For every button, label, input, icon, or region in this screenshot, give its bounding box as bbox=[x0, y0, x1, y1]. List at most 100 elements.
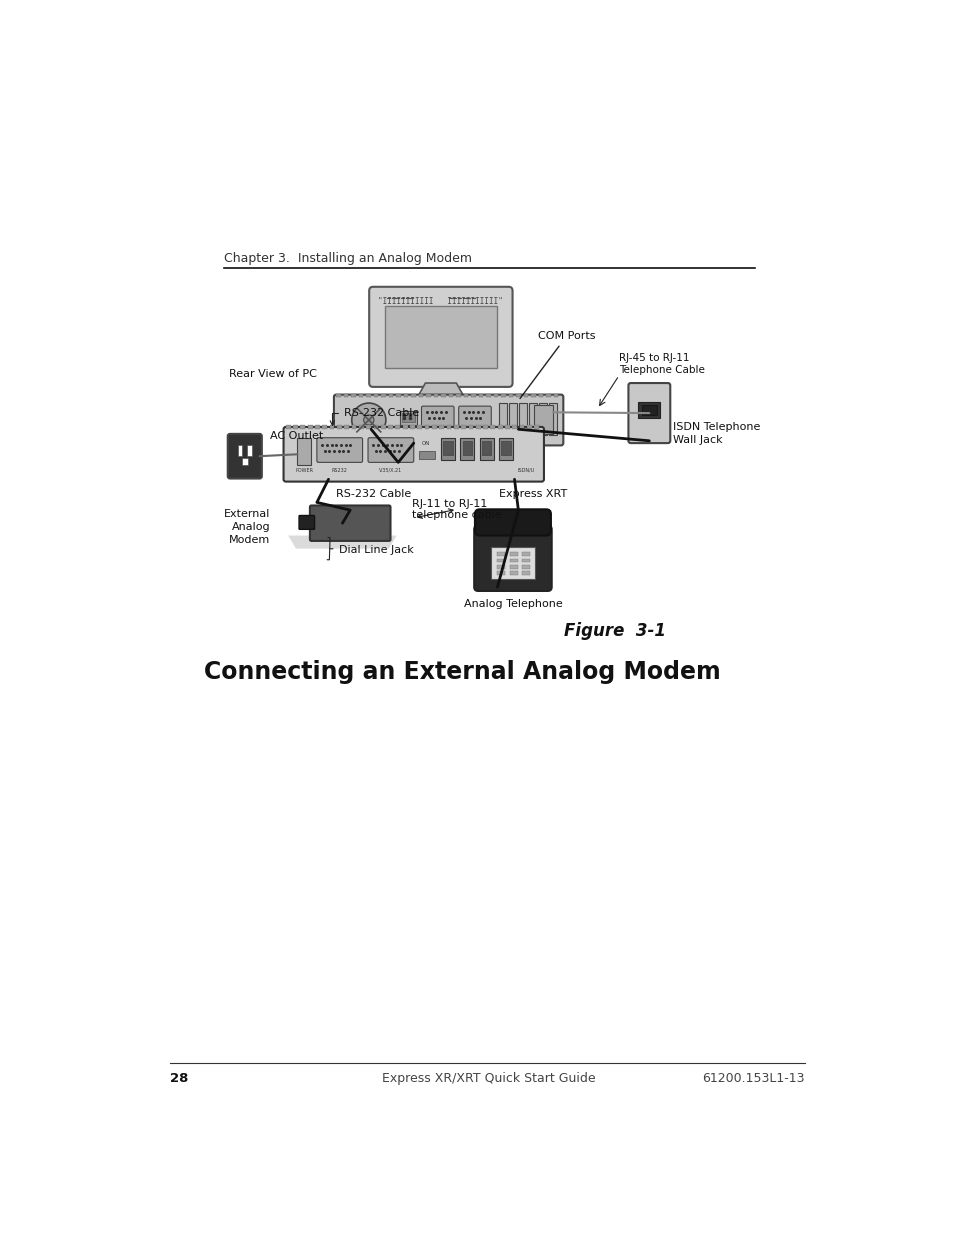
Bar bbox=[351, 394, 355, 396]
Bar bbox=[293, 425, 297, 430]
FancyBboxPatch shape bbox=[369, 287, 512, 387]
Bar bbox=[512, 425, 517, 430]
Text: POWER: POWER bbox=[295, 468, 314, 473]
Bar bbox=[490, 425, 495, 430]
Bar bbox=[638, 403, 659, 417]
Text: Express XRT: Express XRT bbox=[498, 489, 567, 499]
Bar bbox=[247, 446, 252, 456]
Circle shape bbox=[363, 415, 374, 425]
Bar bbox=[322, 425, 327, 430]
Bar bbox=[534, 405, 553, 433]
Bar bbox=[537, 394, 542, 396]
Bar bbox=[516, 394, 520, 396]
Bar bbox=[410, 425, 415, 430]
Bar bbox=[439, 425, 443, 430]
Bar bbox=[417, 425, 422, 430]
Bar bbox=[440, 394, 445, 396]
Bar bbox=[518, 403, 526, 436]
Bar bbox=[521, 564, 530, 568]
Bar bbox=[344, 425, 349, 430]
Bar bbox=[335, 394, 340, 396]
Bar bbox=[478, 394, 482, 396]
Bar bbox=[482, 425, 487, 430]
Text: External
Analog
Modem: External Analog Modem bbox=[224, 509, 270, 545]
Bar bbox=[481, 441, 491, 454]
Bar bbox=[381, 394, 385, 396]
Bar bbox=[443, 441, 452, 454]
Text: COM Ports: COM Ports bbox=[519, 331, 595, 399]
Polygon shape bbox=[288, 536, 396, 548]
Text: Figure  3-1: Figure 3-1 bbox=[563, 621, 665, 640]
Bar bbox=[388, 425, 393, 430]
Bar bbox=[509, 571, 517, 574]
Text: RS-232 Cable: RS-232 Cable bbox=[330, 408, 418, 425]
Bar bbox=[388, 394, 393, 396]
Bar bbox=[402, 412, 415, 422]
Bar bbox=[456, 394, 460, 396]
Bar bbox=[497, 571, 505, 574]
Bar bbox=[424, 425, 429, 430]
Bar bbox=[454, 425, 458, 430]
Bar bbox=[471, 394, 476, 396]
Bar bbox=[460, 425, 465, 430]
Text: Express XR/XRT Quick Start Guide: Express XR/XRT Quick Start Guide bbox=[382, 1072, 595, 1086]
Bar bbox=[237, 446, 242, 456]
Bar bbox=[486, 394, 490, 396]
Text: Connecting an External Analog Modem: Connecting an External Analog Modem bbox=[204, 661, 720, 684]
Bar bbox=[534, 425, 538, 430]
Bar bbox=[549, 403, 557, 436]
Bar bbox=[493, 394, 497, 396]
Bar bbox=[504, 425, 509, 430]
Bar bbox=[545, 394, 550, 396]
Bar bbox=[526, 425, 531, 430]
Text: Rear View of PC: Rear View of PC bbox=[229, 369, 316, 379]
Bar bbox=[300, 425, 305, 430]
FancyBboxPatch shape bbox=[368, 437, 414, 462]
Text: ON: ON bbox=[421, 441, 430, 446]
Bar bbox=[330, 425, 335, 430]
FancyBboxPatch shape bbox=[283, 427, 543, 482]
FancyBboxPatch shape bbox=[421, 406, 454, 427]
Circle shape bbox=[352, 403, 385, 437]
Bar bbox=[521, 558, 530, 562]
FancyBboxPatch shape bbox=[628, 383, 670, 443]
Bar bbox=[521, 571, 530, 574]
Text: RS232: RS232 bbox=[331, 468, 347, 473]
FancyBboxPatch shape bbox=[474, 526, 551, 592]
Bar bbox=[384, 306, 497, 368]
Bar bbox=[462, 441, 472, 454]
Bar bbox=[352, 425, 356, 430]
FancyBboxPatch shape bbox=[458, 406, 491, 427]
Bar bbox=[553, 394, 558, 396]
Bar bbox=[432, 425, 436, 430]
Bar bbox=[491, 547, 534, 579]
Bar bbox=[366, 394, 371, 396]
Text: "IIIIIIIIIII   IIIIIIIIIII": "IIIIIIIIIII IIIIIIIIIII" bbox=[378, 296, 503, 306]
Bar bbox=[434, 394, 437, 396]
FancyBboxPatch shape bbox=[298, 515, 314, 530]
Bar bbox=[509, 558, 517, 562]
FancyBboxPatch shape bbox=[475, 509, 550, 536]
FancyBboxPatch shape bbox=[316, 437, 362, 462]
Bar bbox=[521, 552, 530, 556]
Bar bbox=[641, 405, 657, 415]
Bar bbox=[463, 394, 468, 396]
Bar bbox=[403, 394, 408, 396]
Bar bbox=[358, 425, 363, 430]
Bar bbox=[402, 425, 407, 430]
Text: RJ-45 to RJ-11
Telephone Cable: RJ-45 to RJ-11 Telephone Cable bbox=[618, 353, 704, 375]
Bar bbox=[538, 403, 546, 436]
Bar bbox=[314, 425, 319, 430]
FancyBboxPatch shape bbox=[310, 505, 390, 541]
Bar bbox=[411, 394, 416, 396]
Bar bbox=[497, 425, 502, 430]
Bar bbox=[286, 425, 291, 430]
Text: V.35/X.21: V.35/X.21 bbox=[378, 468, 402, 473]
Bar bbox=[358, 394, 363, 396]
Bar bbox=[374, 425, 378, 430]
Bar bbox=[399, 411, 416, 425]
Bar bbox=[448, 394, 453, 396]
Bar bbox=[446, 425, 451, 430]
Bar bbox=[498, 403, 506, 436]
Bar bbox=[523, 394, 527, 396]
